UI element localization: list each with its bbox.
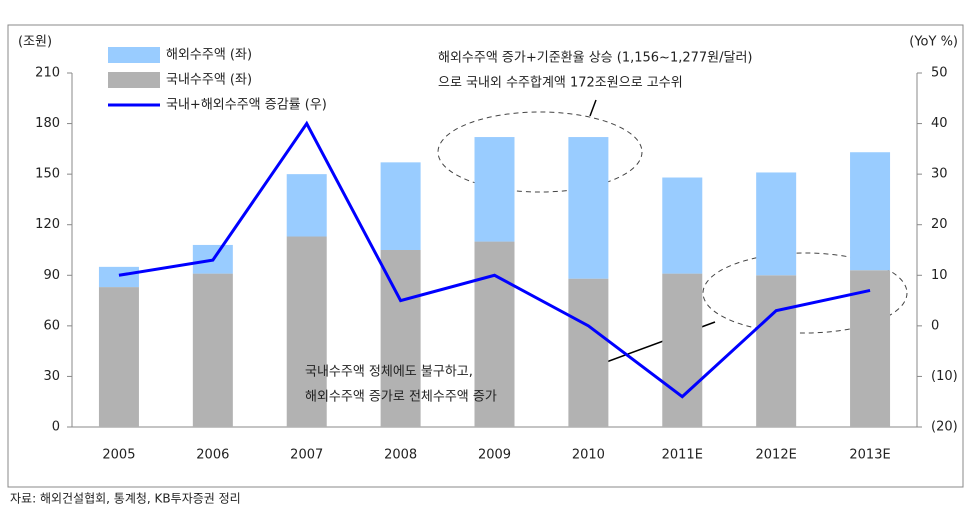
y2-tick-label: 20 (931, 217, 948, 232)
bar (286, 174, 327, 237)
y-tick-label: 180 (35, 116, 60, 131)
annotation: 해외수주액 증가로 전체수주액 증가 (305, 390, 497, 405)
annotation-arrow (589, 99, 597, 117)
y-tick-label: 30 (43, 369, 60, 384)
y-axis-label: (조원) (18, 35, 52, 50)
y-tick-label: 90 (43, 268, 60, 283)
y2-tick-label: (10) (931, 369, 958, 384)
x-tick-label: 2010 (572, 448, 605, 463)
bar (850, 152, 891, 271)
bar (474, 241, 515, 427)
x-tick-label: 2006 (196, 448, 229, 463)
line-series (118, 120, 871, 399)
x-tick-label: 2011E (662, 448, 703, 463)
legend-label: 국내+해외수주액 증감률 (우) (166, 98, 327, 113)
x-tick-label: 2005 (102, 448, 135, 463)
y2-tick-label: 30 (931, 167, 948, 182)
x-tick-label: 2007 (290, 448, 323, 463)
bar (380, 162, 421, 250)
y2-tick-label: 0 (931, 318, 939, 333)
bar (286, 236, 327, 427)
y-tick-label: 120 (35, 217, 60, 232)
y-tick-label: 60 (43, 318, 60, 333)
bar (98, 266, 139, 288)
legend-swatch (108, 72, 160, 88)
bar (98, 287, 139, 427)
legend-label: 해외수주액 (좌) (166, 48, 252, 63)
x-tick-label: 2009 (478, 448, 511, 463)
highlight-ellipse (702, 252, 908, 334)
x-tick-label: 2008 (384, 448, 417, 463)
y-tick-label: 0 (52, 420, 60, 435)
source: 자료: 해외건설협회, 통계청, KB투자증권 정리 (10, 492, 241, 506)
annotation: 으로 국내외 수주합계액 172조원으로 고수위 (438, 76, 683, 91)
legend-label: 국내수주액 (좌) (166, 73, 252, 88)
bar (756, 172, 797, 276)
y2-tick-label: 50 (931, 66, 948, 81)
bar (568, 137, 609, 279)
bar (474, 137, 515, 242)
bar (662, 273, 703, 427)
bar (380, 250, 421, 427)
bar (192, 273, 233, 427)
bar (662, 177, 703, 274)
legend-swatch (108, 47, 160, 63)
y-tick-label: 150 (35, 167, 60, 182)
x-tick-label: 2013E (849, 448, 890, 463)
y-tick-label: 210 (35, 66, 60, 81)
y2-axis-label: (YoY %) (909, 35, 958, 50)
highlight-ellipse (437, 111, 643, 193)
y2-tick-label: 10 (931, 268, 948, 283)
annotation: 해외수주액 증가+기준환율 상승 (1,156~1,277원/달러) (438, 51, 753, 66)
y2-tick-label: (20) (931, 420, 958, 435)
y2-tick-label: 40 (931, 116, 948, 131)
bar (756, 275, 797, 427)
bar (568, 278, 609, 427)
x-tick-label: 2012E (756, 448, 797, 463)
annotation: 국내수주액 정체에도 불구하고, (305, 365, 473, 380)
bar (850, 270, 891, 427)
